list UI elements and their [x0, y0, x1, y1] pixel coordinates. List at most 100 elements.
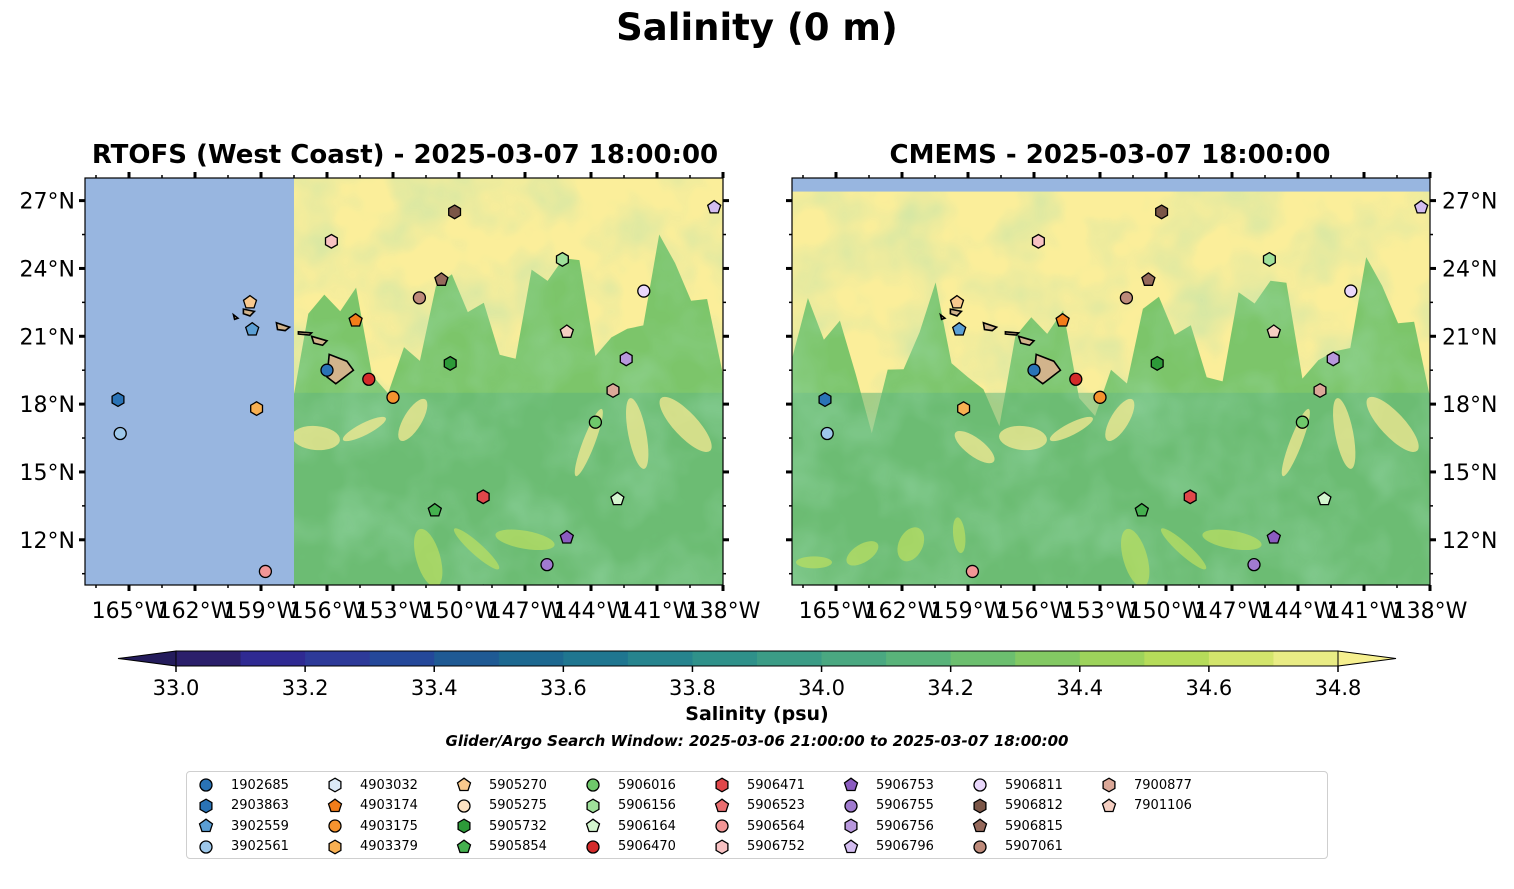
- lat-tick-label: 18°N: [20, 393, 75, 418]
- legend-item: 5906796: [840, 837, 934, 857]
- legend-marker: [843, 777, 859, 792]
- float-marker-5906471: [1183, 489, 1197, 505]
- legend-marker-hexagon-icon: [1102, 777, 1116, 793]
- salinity-swirl: [952, 517, 966, 554]
- float-marker-5906753: [1266, 529, 1282, 544]
- lon-tick-label: 156°W: [997, 599, 1072, 624]
- float-marker-2903863: [111, 392, 125, 408]
- legend-label: 5905854: [489, 839, 547, 854]
- legend-item: 5905270: [453, 775, 547, 795]
- legend-marker-circle-icon: [973, 778, 987, 792]
- legend-label: 2903863: [231, 798, 289, 813]
- legend-item: 5906756: [840, 816, 934, 836]
- float-marker-1902685: [1027, 363, 1041, 377]
- float-marker-5906796: [1413, 199, 1429, 214]
- legend-marker: [973, 797, 987, 814]
- lat-tick-label: 12°N: [20, 529, 75, 554]
- float-marker-4903174: [348, 312, 363, 327]
- float-marker-3902559: [244, 321, 260, 336]
- colorbar-segment: [1273, 651, 1339, 666]
- legend-label: 5906812: [1005, 798, 1063, 813]
- legend-marker: [973, 778, 987, 792]
- no-data-region: [85, 178, 294, 585]
- colorbar-tick-label: 34.4: [1056, 676, 1103, 700]
- colorbar-tick-label: 33.2: [282, 676, 329, 700]
- legend-item: 5906564: [711, 816, 805, 836]
- colorbar-segment: [434, 651, 500, 666]
- legend-item: 5906523: [711, 796, 805, 816]
- lon-tick-label: 144°W: [1261, 599, 1336, 624]
- legend-item: 1902685: [195, 775, 289, 795]
- salinity-swirl: [1121, 528, 1150, 585]
- float-marker-5906812: [448, 204, 462, 220]
- lon-tick-label: 162°W: [158, 599, 233, 624]
- legend-label: 7900877: [1134, 777, 1192, 793]
- float-marker-1902685: [320, 363, 334, 377]
- float-marker-5906756: [619, 351, 633, 367]
- legend-label: 4903379: [360, 839, 418, 854]
- colorbar-tick-label: 33.4: [411, 676, 458, 700]
- map-panel-rtofs: 12°N15°N18°N21°N24°N27°N165°W162°W159°W1…: [20, 172, 761, 624]
- salinity-swirl: [495, 529, 555, 551]
- lon-tick-label: 165°W: [92, 599, 167, 624]
- lon-tick-label: 153°W: [1063, 599, 1138, 624]
- float-marker-5906752: [324, 233, 338, 249]
- float-marker-5906564: [965, 564, 980, 579]
- float-marker-5906156: [555, 251, 569, 267]
- lon-tick-label: 150°W: [1129, 599, 1204, 624]
- island-niihau: [232, 312, 240, 321]
- legend-label: 5906523: [747, 798, 805, 813]
- legend-item: 3902559: [195, 816, 289, 836]
- legend-label: 4903032: [360, 777, 418, 793]
- colorbar-tick-label: 34.8: [1315, 676, 1362, 700]
- colorbar-segment: [369, 651, 435, 666]
- legend-label: 5906564: [747, 818, 805, 834]
- legend-marker: [973, 839, 987, 854]
- float-marker-5906815: [434, 272, 449, 286]
- lon-tick-label: 138°W: [686, 599, 761, 624]
- legend-label: 5905732: [489, 818, 547, 834]
- lon-tick-label: 138°W: [1393, 599, 1468, 624]
- float-marker-4903175: [1093, 390, 1107, 404]
- legend-marker-hexagon-icon: [199, 797, 213, 814]
- map-frame: [84, 177, 724, 586]
- search-window-note: Glider/Argo Search Window: 2025-03-06 21…: [445, 732, 1069, 750]
- legend-marker: [844, 798, 858, 813]
- float-marker-5906756: [1326, 351, 1340, 367]
- float-marker-7900877: [606, 382, 620, 399]
- salinity-swirl: [796, 556, 832, 569]
- float-marker-5906564: [258, 564, 273, 579]
- float-marker-5906812: [1155, 204, 1169, 220]
- panel-title-rtofs: RTOFS (West Coast) - 2025-03-07 18:00:00: [91, 140, 719, 170]
- legend-item: 5906164: [582, 816, 676, 836]
- legend-item: 4903032: [324, 775, 418, 795]
- colorbar-segment: [821, 651, 887, 666]
- legend-marker: [843, 838, 859, 853]
- legend-label: 5906811: [1005, 777, 1063, 793]
- legend-marker: [456, 777, 472, 792]
- legend-item: 5905275: [453, 796, 547, 816]
- float-marker-5906016: [1295, 415, 1310, 429]
- legend-marker-pentagon-icon: [327, 797, 343, 812]
- salinity-swirl: [342, 416, 386, 442]
- colorbar-tick-label: 33.8: [669, 676, 716, 700]
- island-maui: [310, 335, 329, 347]
- legend-marker: [457, 798, 471, 813]
- lat-tick-label: 12°N: [1442, 529, 1497, 554]
- float-marker-5906811: [637, 284, 651, 298]
- salinity-swirl: [897, 527, 925, 562]
- colorbar-segment: [692, 651, 758, 666]
- colorbar-segment: [1208, 651, 1274, 666]
- colorbar-segment: [886, 651, 952, 666]
- legend-marker-circle-icon: [199, 839, 213, 854]
- colorbar-segment: [1144, 651, 1210, 666]
- legend-label: 4903174: [360, 798, 418, 813]
- colorbar-segment: [176, 651, 242, 666]
- colorbar-tick-label: 33.6: [540, 676, 587, 700]
- salinity-swirl: [1049, 416, 1093, 442]
- legend-marker-pentagon-icon: [843, 777, 859, 792]
- no-data-strip: [792, 178, 1430, 192]
- float-marker-5906164: [1317, 491, 1332, 506]
- legend-label: 5905270: [489, 777, 547, 793]
- float-marker-5907061: [412, 291, 427, 305]
